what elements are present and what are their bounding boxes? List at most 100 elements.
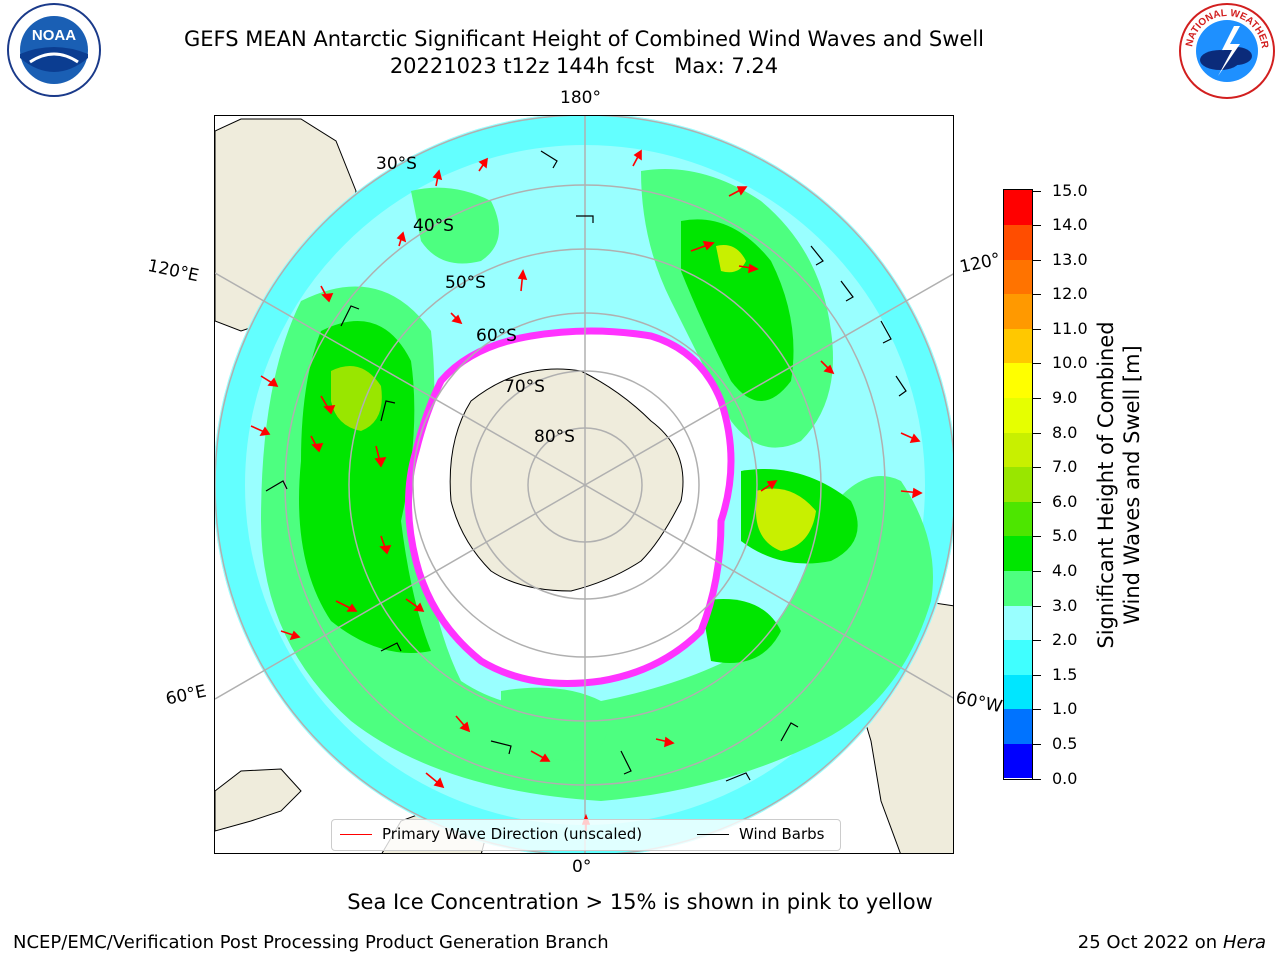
colorbar-tick xyxy=(1033,536,1041,538)
colorbar-segment xyxy=(1004,466,1032,502)
wave-arrow xyxy=(405,598,425,612)
wave-arrow xyxy=(760,480,778,492)
colorbar-tick-label: 7.0 xyxy=(1052,457,1078,477)
wind-barb xyxy=(340,305,360,327)
wind-barb xyxy=(840,280,854,302)
noaa-logo-text: NOAA xyxy=(32,27,76,44)
colorbar-segment xyxy=(1004,432,1032,468)
colorbar-tick-label: 6.0 xyxy=(1052,491,1078,511)
colorbar xyxy=(1003,189,1033,780)
lat-label-60s: 60°S xyxy=(476,326,517,346)
wave-arrow xyxy=(455,715,471,733)
colorbar-label: Significant Height of Combined Wind Wave… xyxy=(1093,275,1145,695)
wind-barb xyxy=(880,320,892,344)
colorbar-tick-label: 11.0 xyxy=(1052,318,1088,338)
chart-subtitle: 20221023 t12z 144h fcst Max: 7.24 xyxy=(389,54,779,78)
footer-date: 25 Oct 2022 on Hera xyxy=(1078,932,1266,953)
map-legend: Primary Wave Direction (unscaled) Wind B… xyxy=(331,819,841,851)
lat-label-70s: 70°S xyxy=(504,377,545,397)
wave-arrow xyxy=(632,149,642,167)
footer-date-text: 25 Oct 2022 on xyxy=(1077,932,1223,953)
colorbar-tick-label: 3.0 xyxy=(1052,595,1078,615)
wave-arrow xyxy=(374,445,387,468)
colorbar-tick-label: 5.0 xyxy=(1052,526,1078,546)
wave-arrow xyxy=(425,772,445,789)
wave-arrow xyxy=(728,186,748,197)
colorbar-segment xyxy=(1004,362,1032,399)
colorbar-segment xyxy=(1004,328,1032,364)
colorbar-segment xyxy=(1004,639,1032,675)
wave-arrow xyxy=(820,360,835,375)
wave-arrow xyxy=(530,750,551,762)
wind-barb xyxy=(490,740,512,755)
colorbar-tick xyxy=(1033,190,1041,192)
wind-barb xyxy=(265,480,288,492)
legend-swatch-wave xyxy=(340,833,372,835)
colorbar-tick-label: 2.0 xyxy=(1052,630,1078,650)
wave-arrow xyxy=(260,375,279,387)
land-antarctica xyxy=(449,368,684,592)
footer-credit: NCEP/EMC/Verification Post Processing Pr… xyxy=(13,932,609,953)
wind-barb xyxy=(576,215,594,223)
map-panel: 30°S 40°S 50°S 60°S 70°S 80°S Primary Wa… xyxy=(214,115,954,854)
lat-label-30s: 30°S xyxy=(376,154,417,174)
colorbar-label-line1: Significant Height of Combined xyxy=(1094,321,1118,649)
colorbar-tick xyxy=(1033,640,1041,642)
colorbar-tick xyxy=(1033,225,1041,227)
longitude-grid xyxy=(215,116,953,853)
wave-arrow xyxy=(900,487,923,499)
colorbar-tick xyxy=(1033,363,1041,365)
lon-label-120e: 120°E xyxy=(145,256,201,287)
colorbar-segment xyxy=(1004,501,1032,537)
legend-item-wave: Primary Wave Direction (unscaled) xyxy=(340,825,642,843)
nws-logo: NATIONAL WEATHER SERVICE xyxy=(1178,2,1275,99)
wind-barb xyxy=(810,245,824,266)
wave-arrow xyxy=(379,535,392,555)
wave-direction-arrows xyxy=(250,149,923,831)
colorbar-tick-label: 13.0 xyxy=(1052,249,1088,269)
sea-ice-caption: Sea Ice Concentration > 15% is shown in … xyxy=(347,890,933,914)
colorbar-segment xyxy=(1004,535,1032,571)
wave-arrow xyxy=(517,269,528,292)
wave-arrow xyxy=(690,241,715,252)
colorbar-tick-label: 1.0 xyxy=(1052,699,1078,719)
lon-label-180: 180° xyxy=(560,88,601,108)
colorbar-tick-label: 15.0 xyxy=(1052,180,1088,200)
colorbar-label-line2: Wind Waves and Swell [m] xyxy=(1120,345,1144,625)
colorbar-segment xyxy=(1004,397,1032,433)
noaa-logo: NOAA xyxy=(7,3,101,97)
colorbar-segment xyxy=(1004,708,1032,744)
wave-arrow xyxy=(280,630,301,641)
colorbar-tick-label: 8.0 xyxy=(1052,422,1078,442)
colorbar-tick xyxy=(1033,398,1041,400)
colorbar-tick-label: 0.5 xyxy=(1052,733,1078,753)
lon-label-120w: 120° xyxy=(958,249,1003,278)
wave-arrow xyxy=(432,169,443,187)
wave-arrow xyxy=(738,263,759,274)
legend-label-wave: Primary Wave Direction (unscaled) xyxy=(382,825,643,843)
colorbar-tick-label: 14.0 xyxy=(1052,215,1088,235)
colorbar-tick-label: 4.0 xyxy=(1052,560,1078,580)
lat-label-80s: 80°S xyxy=(534,427,575,447)
colorbar-tick xyxy=(1033,259,1041,261)
colorbar-tick xyxy=(1033,328,1041,330)
legend-swatch-wind xyxy=(697,833,729,835)
lat-label-50s: 50°S xyxy=(445,273,486,293)
wind-barb xyxy=(895,375,907,397)
chart-title: GEFS MEAN Antarctic Significant Height o… xyxy=(183,27,985,51)
colorbar-tick xyxy=(1033,501,1041,503)
colorbar-tick-label: 0.0 xyxy=(1052,768,1078,788)
wind-barb xyxy=(780,722,799,742)
wind-barb xyxy=(380,642,402,652)
colorbar-tick xyxy=(1033,709,1041,711)
wind-barb xyxy=(540,150,558,169)
colorbar-tick xyxy=(1033,605,1041,607)
land-africa xyxy=(215,768,302,832)
colorbar-tick-label: 9.0 xyxy=(1052,388,1078,408)
legend-item-wind: Wind Barbs xyxy=(697,825,824,843)
footer-host: Hera xyxy=(1222,932,1266,953)
colorbar-tick-label: 1.5 xyxy=(1052,664,1078,684)
wind-barb xyxy=(725,772,751,782)
lon-label-60w: 60°W xyxy=(953,688,1004,718)
colorbar-tick xyxy=(1033,674,1041,676)
